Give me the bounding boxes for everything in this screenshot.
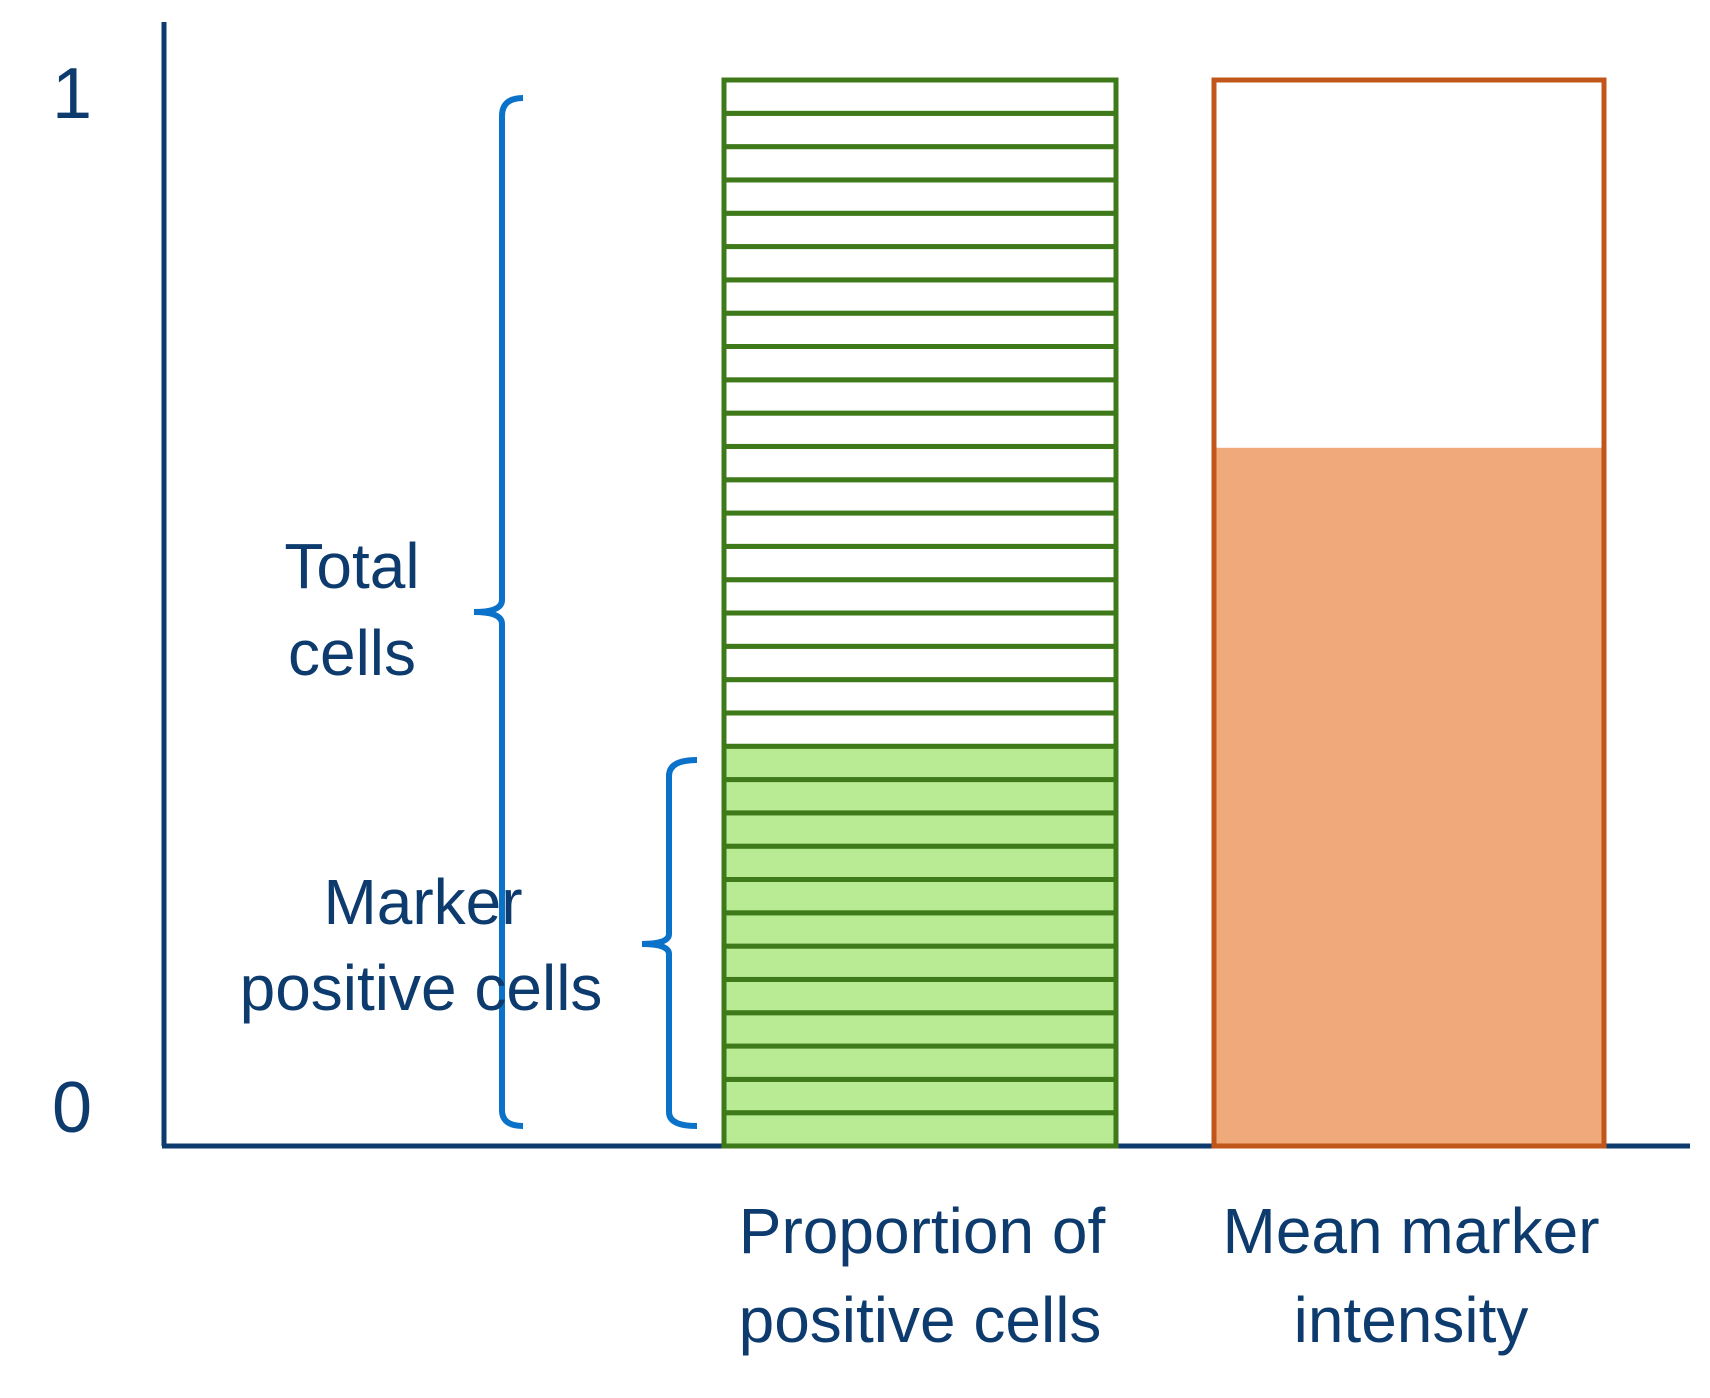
cell-segment [721, 144, 1119, 183]
cell-segment [721, 410, 1119, 449]
positive-cell-segment [721, 1010, 1119, 1049]
proportion-label-line2: positive cells [739, 1284, 1102, 1356]
marker-positive-label-line1: Marker [323, 866, 522, 938]
positive-cell-segment [721, 810, 1119, 849]
cell-segment [721, 610, 1119, 649]
y-tick-label-0: 0 [52, 1068, 92, 1148]
positive-cell-segment [721, 1076, 1119, 1116]
total-cells-bracket [473, 95, 524, 1129]
cell-segment [721, 277, 1119, 316]
cell-segment [721, 710, 1119, 749]
positive-cell-segment [721, 743, 1119, 783]
positive-cell-segment [721, 843, 1119, 882]
cell-segment [721, 244, 1119, 283]
proportion-label-line1: Proportion of [739, 1195, 1106, 1267]
cell-segment [721, 377, 1119, 416]
intensity-outline [1211, 77, 1607, 1149]
cell-segment [721, 577, 1119, 616]
intensity-bar [1211, 77, 1607, 1149]
cell-segment [721, 477, 1119, 516]
cell-segment [721, 77, 1119, 116]
positive-cell-segment [721, 1110, 1119, 1149]
intensity-label-line2: intensity [1294, 1284, 1529, 1356]
positive-cell-segment [721, 910, 1119, 949]
marker-positive-label-line2: positive cells [240, 952, 603, 1024]
marker-positive-bracket [641, 757, 698, 1129]
total-cells-label-line2: cells [288, 617, 416, 689]
proportion-bar [721, 77, 1119, 1149]
cell-segment [721, 677, 1119, 716]
positive-cell-segment [721, 877, 1119, 916]
cell-segment [721, 110, 1119, 150]
cell-segment [721, 210, 1119, 250]
cell-segment [721, 177, 1119, 216]
y-tick-label-1: 1 [52, 54, 92, 134]
total-cells-label-line1: Total [284, 530, 419, 602]
positive-cell-segment [721, 1043, 1119, 1082]
cell-segment [721, 543, 1119, 583]
cell-segment [721, 344, 1119, 383]
cell-segment [721, 510, 1119, 549]
positive-cell-segment [721, 943, 1119, 982]
cell-segment [721, 443, 1119, 483]
intensity-label-line1: Mean marker [1223, 1195, 1600, 1267]
positive-cell-segment [721, 777, 1119, 816]
positive-cell-segment [721, 976, 1119, 1016]
intensity-fill [1216, 447, 1602, 1146]
cell-segment [721, 643, 1119, 683]
cell-segment [721, 310, 1119, 349]
